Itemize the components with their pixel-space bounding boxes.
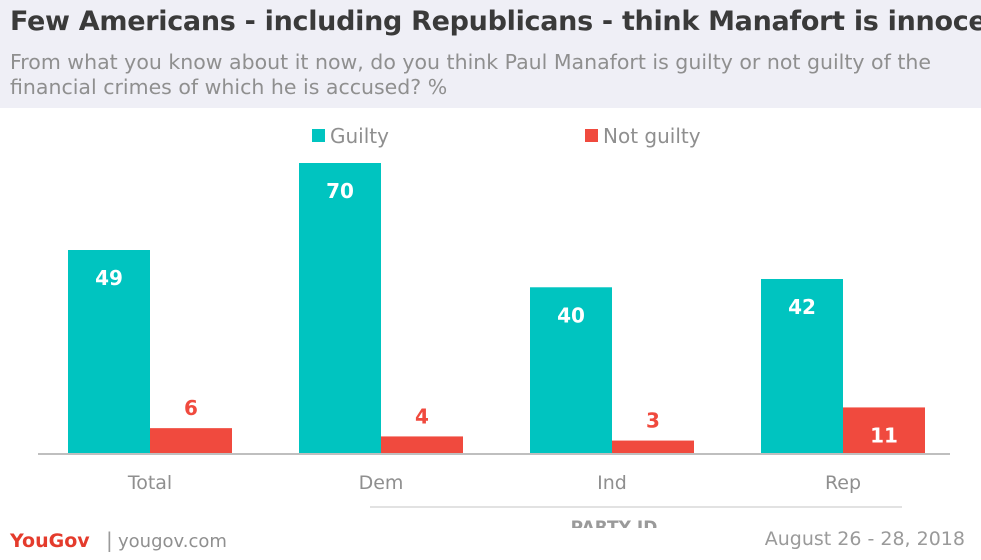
bar-1-0 [150, 428, 232, 453]
data-label-1-0: 6 [184, 396, 198, 420]
chart-title: Few Americans - including Republicans - … [10, 6, 981, 37]
legend-swatch-0 [312, 129, 325, 142]
footer-separator: | [106, 528, 113, 552]
survey-date: August 26 - 28, 2018 [764, 528, 965, 550]
bar-chart: Guilty Not guilty 49 6 Total 70 4 Dem 40 3 Ind 42 11… [38, 124, 950, 528]
category-label-1: Dem [359, 472, 404, 494]
legend-label-1: Not guilty [603, 124, 701, 148]
legend-label-0: Guilty [330, 124, 389, 148]
bar-1-3 [843, 407, 925, 453]
group-label: PARTY ID [571, 518, 658, 528]
bar-0-3 [761, 279, 843, 453]
bar-0-2 [530, 287, 612, 453]
data-label-0-0: 49 [95, 266, 123, 290]
category-label-0: Total [127, 472, 172, 494]
data-label-1-3: 11 [870, 423, 898, 447]
footer-url[interactable]: yougov.com [118, 531, 227, 552]
legend-swatch-1 [585, 129, 598, 142]
data-label-0-1: 70 [326, 179, 354, 203]
data-label-1-1: 4 [415, 404, 429, 428]
category-label-2: Ind [597, 472, 627, 494]
bar-1-2 [612, 440, 694, 453]
bar-1-1 [381, 436, 463, 453]
data-label-1-2: 3 [646, 409, 660, 433]
chart-header: Few Americans - including Republicans - … [0, 0, 981, 108]
yougov-logo: YouGov [10, 530, 90, 552]
category-label-3: Rep [825, 472, 861, 494]
chart-subtitle: From what you know about it now, do you … [10, 50, 931, 99]
data-label-0-2: 40 [557, 303, 585, 327]
bar-0-0 [68, 250, 150, 453]
bar-0-1 [299, 163, 381, 453]
data-label-0-3: 42 [788, 295, 816, 319]
